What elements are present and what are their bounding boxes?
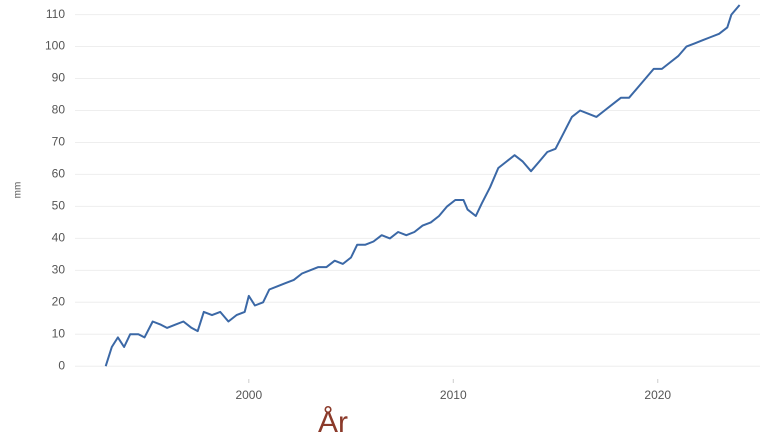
y-tick-label: 10 (52, 326, 66, 340)
x-tick-label: 2020 (644, 388, 671, 402)
x-axis-label: År (318, 406, 348, 439)
y-tick-label: 60 (52, 167, 66, 181)
y-tick-label: 100 (45, 39, 65, 53)
data-line (104, 4, 741, 367)
y-tick-label: 90 (52, 71, 66, 85)
y-tick-label: 20 (52, 294, 66, 308)
y-tick-label: 110 (46, 7, 65, 21)
y-tick-label: 40 (52, 231, 66, 245)
y-tick-label: 50 (52, 199, 66, 213)
y-tick-label: 80 (52, 103, 66, 117)
y-tick-label: 30 (52, 262, 66, 276)
y-tick-label: 0 (58, 358, 65, 372)
y-axis-label: mm (13, 182, 24, 199)
x-tick-label: 2000 (235, 388, 262, 402)
y-tick-label: 70 (52, 135, 66, 149)
x-tick-label: 2010 (440, 388, 467, 402)
